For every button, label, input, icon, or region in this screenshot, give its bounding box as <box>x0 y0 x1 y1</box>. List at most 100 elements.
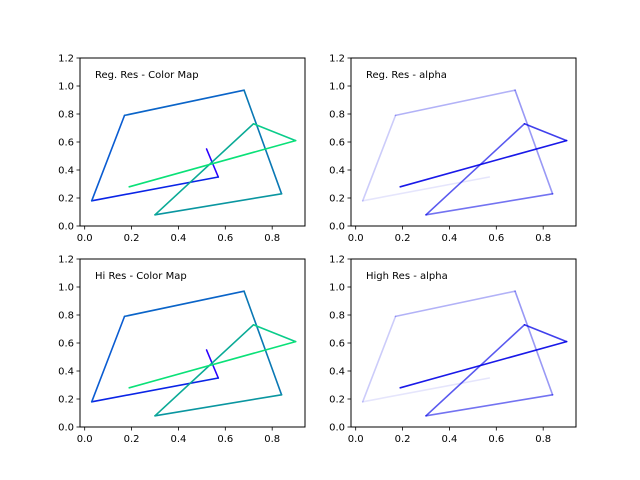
line-segment <box>154 393 283 417</box>
x-tick-label: 0.4 <box>441 233 457 244</box>
line-segment <box>128 139 297 188</box>
x-tick-label: 0.6 <box>217 233 233 244</box>
y-tick-label: 1.0 <box>329 82 345 93</box>
y-tick-label: 1.0 <box>58 283 74 294</box>
axes-frame <box>350 57 577 227</box>
y-tick-label: 0.0 <box>58 222 74 233</box>
x-tick-label: 0.4 <box>170 434 186 445</box>
chart-panel-3: 0.0 0.2 0.4 0.6 0.8 0.0 0.2 0.4 0.6 0.8 1.0 1.2 Hi R… <box>58 255 306 445</box>
line-segment <box>123 290 245 318</box>
line-segment <box>399 340 568 389</box>
axes-border <box>350 57 577 227</box>
line-segment <box>123 89 245 117</box>
y-tick-label: 0.0 <box>329 222 345 233</box>
line-segment <box>243 89 283 195</box>
series-line <box>90 89 297 216</box>
y-tick-label: 1.0 <box>58 82 74 93</box>
line-segment <box>514 290 554 396</box>
line-segment <box>425 393 554 417</box>
axes-frame <box>350 258 577 428</box>
y-tick-label: 0.4 <box>58 367 74 378</box>
line-segment <box>361 377 491 403</box>
y-tick-label: 0.0 <box>58 423 74 434</box>
y-tick-label: 0.6 <box>329 339 345 350</box>
y-tick-label: 0.6 <box>58 339 74 350</box>
line-segment <box>425 323 526 417</box>
panel-title: Hi Res - Color Map <box>95 271 187 282</box>
line-segment <box>154 323 255 417</box>
line-segment <box>154 193 283 216</box>
y-tick-label: 1.2 <box>58 54 74 65</box>
x-tick-label: 0.8 <box>535 233 551 244</box>
series-line <box>361 290 568 417</box>
x-tick-label: 0.8 <box>264 434 280 445</box>
x-tick-label: 0.2 <box>124 434 140 445</box>
x-tick-label: 0.0 <box>348 434 364 445</box>
axes-border <box>79 258 306 428</box>
line-segment <box>90 176 220 202</box>
y-tick-label: 0.4 <box>329 166 345 177</box>
y-tick-label: 0.6 <box>329 138 345 149</box>
line-segment <box>252 123 297 142</box>
y-tick-label: 0.4 <box>329 367 345 378</box>
y-tick-label: 0.2 <box>58 194 74 205</box>
y-tick-label: 1.0 <box>329 283 345 294</box>
y-tick-label: 0.2 <box>58 395 74 406</box>
line-segment <box>394 290 516 318</box>
axes-frame <box>79 258 306 428</box>
axes-frame <box>79 57 306 227</box>
x-tick-label: 0.6 <box>488 233 504 244</box>
series-line <box>90 290 297 417</box>
line-segment <box>361 315 397 403</box>
x-tick-label: 0.8 <box>264 233 280 244</box>
chart-panel-2: 0.0 0.2 0.4 0.6 0.8 0.0 0.2 0.4 0.6 0.8 1.0 1.2 Reg.… <box>329 54 577 244</box>
y-tick-label: 0.4 <box>58 166 74 177</box>
y-tick-label: 0.2 <box>329 395 345 406</box>
axes-border <box>79 57 306 227</box>
x-tick-label: 0.8 <box>535 434 551 445</box>
line-segment <box>90 377 220 403</box>
panel-title: Reg. Res - Color Map <box>95 70 199 81</box>
y-tick-label: 1.2 <box>329 54 345 65</box>
line-segment <box>399 139 568 188</box>
x-tick-label: 0.4 <box>441 434 457 445</box>
line-segment <box>90 315 126 403</box>
panel-title: High Res - alpha <box>366 271 448 282</box>
line-segment <box>425 193 554 216</box>
y-tick-label: 0.8 <box>58 110 74 121</box>
line-segment <box>90 114 126 202</box>
line-segment <box>514 89 554 195</box>
y-tick-label: 1.2 <box>58 255 74 266</box>
chart-panel-4: 0.0 0.2 0.4 0.6 0.8 0.0 0.2 0.4 0.6 0.8 1.0 1.2 High… <box>329 255 577 445</box>
line-segment <box>523 123 568 142</box>
line-segment <box>394 89 516 117</box>
line-segment <box>252 323 297 343</box>
y-tick-label: 1.2 <box>329 255 345 266</box>
x-tick-label: 0.2 <box>124 233 140 244</box>
line-segment <box>425 123 526 216</box>
line-segment <box>154 123 255 216</box>
x-tick-label: 0.6 <box>488 434 504 445</box>
y-tick-label: 0.6 <box>58 138 74 149</box>
y-tick-label: 0.8 <box>58 311 74 322</box>
y-tick-label: 0.0 <box>329 423 345 434</box>
y-tick-label: 0.2 <box>329 194 345 205</box>
panel-title: Reg. Res - alpha <box>366 70 447 81</box>
line-segment <box>523 323 568 343</box>
axes-border <box>350 258 577 428</box>
y-tick-label: 0.8 <box>329 110 345 121</box>
line-segment <box>128 340 297 389</box>
x-tick-label: 0.4 <box>170 233 186 244</box>
x-tick-label: 0.2 <box>395 233 411 244</box>
x-tick-label: 0.0 <box>348 233 364 244</box>
series-line <box>361 89 568 216</box>
x-tick-label: 0.6 <box>217 434 233 445</box>
line-segment <box>361 176 491 202</box>
x-tick-label: 0.0 <box>77 434 93 445</box>
line-segment <box>243 290 283 396</box>
y-tick-label: 0.8 <box>329 311 345 322</box>
x-tick-label: 0.2 <box>395 434 411 445</box>
line-segment <box>361 114 397 202</box>
chart-panel-1: 0.0 0.2 0.4 0.6 0.8 0.0 0.2 0.4 0.6 0.8 1.0 1.2 Reg.… <box>58 54 306 244</box>
